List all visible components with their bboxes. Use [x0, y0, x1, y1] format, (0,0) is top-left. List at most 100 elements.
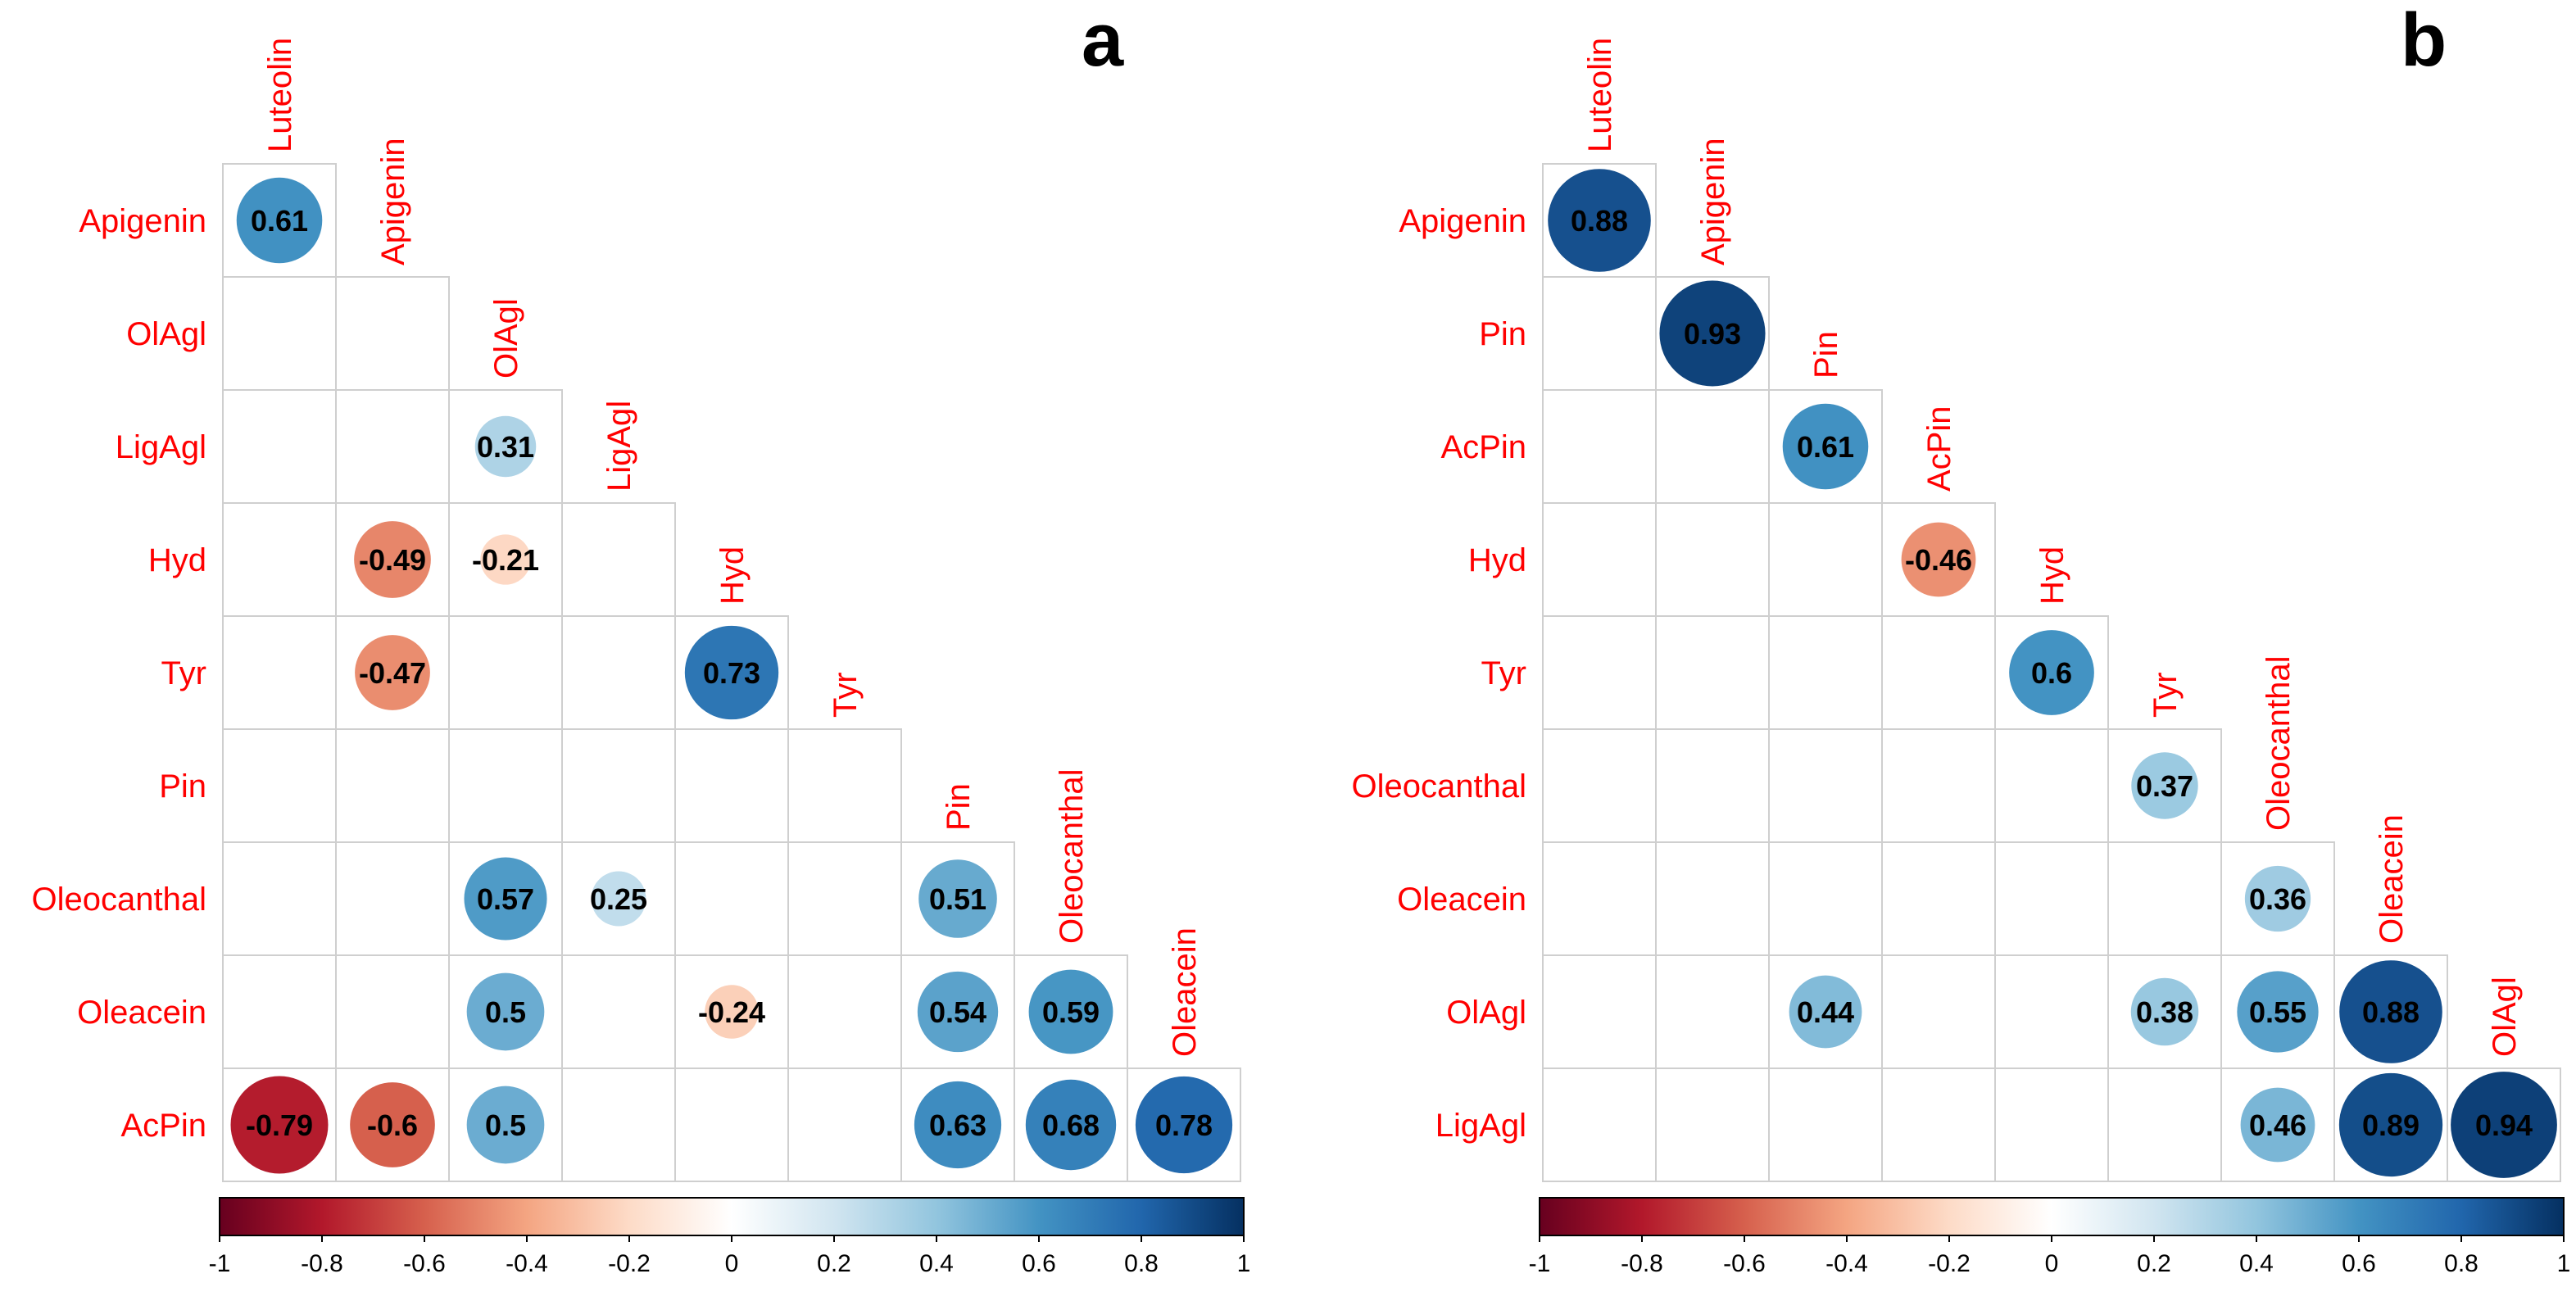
column-label: Hyd — [2034, 546, 2070, 605]
matrix-cell — [222, 615, 337, 730]
correlation-circle — [480, 534, 531, 585]
matrix-cell — [1881, 954, 1996, 1069]
matrix-cell — [222, 841, 337, 956]
matrix-cell — [561, 1067, 676, 1182]
correlation-value-label: 0.93 — [1684, 317, 1741, 351]
matrix-cell — [335, 954, 450, 1069]
matrix-cell — [1994, 728, 2109, 843]
matrix-cell — [1542, 728, 1657, 843]
correlation-circle — [705, 985, 759, 1039]
correlation-value-label: 0.54 — [929, 995, 986, 1029]
matrix-cell — [1768, 502, 1883, 617]
correlation-circle — [2009, 630, 2094, 715]
row-label: Hyd — [148, 542, 206, 578]
matrix-cell — [1655, 502, 1770, 617]
correlation-value-label: 0.78 — [1155, 1108, 1213, 1142]
colorbar-tick-label: 1 — [2557, 1250, 2571, 1277]
matrix-cell — [674, 1067, 789, 1182]
colorbar-tick-label: -0.8 — [301, 1250, 343, 1277]
correlation-value-label: 0.38 — [2136, 995, 2193, 1029]
row-label: Oleacein — [1397, 882, 1526, 918]
correlation-value-label: 0.5 — [485, 1108, 526, 1142]
matrix-cell — [1768, 728, 1883, 843]
matrix-cell — [1542, 954, 1657, 1069]
colorbar-tick-label: 1 — [1237, 1250, 1251, 1277]
matrix-cell — [1655, 389, 1770, 504]
column-label: Pin — [1808, 331, 1844, 378]
row-label: Pin — [159, 768, 206, 805]
row-label: Apigenin — [79, 203, 206, 239]
correlation-circle — [2451, 1072, 2557, 1178]
matrix-cell — [1768, 841, 1883, 956]
matrix-cell — [561, 841, 676, 956]
panel-a-correlation-matrix: a Apigenin OlAgl LigAgl Hyd Tyr Pin Oleocantha… — [32, 0, 1251, 1277]
correlation-circle — [2237, 971, 2319, 1053]
correlation-circle — [1025, 1079, 1117, 1171]
column-label: AcPin — [1921, 406, 1957, 492]
matrix-cell — [1655, 728, 1770, 843]
correlation-circle — [2131, 752, 2198, 819]
matrix-cell — [561, 954, 676, 1069]
correlation-value-label: 0.44 — [1797, 995, 1854, 1029]
matrix-cell — [674, 728, 789, 843]
colorbar-tick-label: -0.2 — [1928, 1250, 1971, 1277]
row-label: OlAgl — [126, 316, 206, 352]
matrix-cell — [222, 502, 337, 617]
colorbar-tick-label: -0.6 — [1723, 1250, 1766, 1277]
row-label: OlAgl — [1446, 995, 1526, 1031]
matrix-cell — [1542, 1067, 1657, 1182]
matrix-cell — [222, 276, 337, 391]
row-label: Oleocanthal — [1352, 768, 1526, 805]
correlation-value-label: 0.73 — [703, 656, 760, 690]
correlation-circle — [1548, 169, 1651, 272]
correlation-circle — [1659, 280, 1766, 387]
correlation-circle — [2339, 960, 2442, 1063]
column-label: Tyr — [2147, 672, 2184, 718]
matrix-cell — [1542, 841, 1657, 956]
column-label: Oleocanthal — [2261, 656, 2297, 831]
row-label: AcPin — [121, 1108, 207, 1144]
correlation-circle — [2130, 977, 2199, 1046]
correlation-value-label: 0.88 — [1571, 204, 1628, 238]
correlation-value-label: 0.89 — [2362, 1108, 2420, 1142]
matrix-cell — [1542, 276, 1657, 391]
row-label: Oleacein — [77, 995, 206, 1031]
colorbar-tick-label: -0.6 — [403, 1250, 446, 1277]
matrix-cell — [1881, 615, 1996, 730]
correlation-circle — [684, 625, 779, 720]
row-label: Hyd — [1468, 542, 1526, 578]
correlation-circle — [350, 1082, 435, 1167]
column-label: Oleacein — [2374, 814, 2410, 944]
panel-b-correlation-matrix: b Apigenin Pin AcPin Hyd Tyr Oleocanthal Oleac… — [1352, 0, 2571, 1277]
correlation-value-label: 0.51 — [929, 882, 986, 916]
matrix-cell — [222, 389, 337, 504]
row-label: Apigenin — [1399, 203, 1526, 239]
matrix-cell — [1994, 954, 2109, 1069]
matrix-cell — [448, 728, 563, 843]
matrix-cell — [335, 841, 450, 956]
correlation-circle — [1789, 975, 1862, 1049]
column-label: Oleocanthal — [1054, 769, 1090, 944]
matrix-cell — [561, 728, 676, 843]
matrix-cell — [787, 728, 902, 843]
colorbar — [1539, 1197, 2565, 1236]
correlation-value-label: 0.88 — [2362, 995, 2420, 1029]
matrix-cell — [335, 276, 450, 391]
matrix-cell — [1655, 954, 1770, 1069]
matrix-cell — [222, 728, 337, 843]
correlation-circle — [1901, 522, 1976, 597]
panel-label-a: a — [1082, 0, 1124, 82]
correlation-circle — [917, 971, 999, 1053]
matrix-cell — [2107, 841, 2222, 956]
column-label: Luteolin — [1582, 38, 1618, 152]
colorbar-tick-label: 0.4 — [2239, 1250, 2274, 1277]
correlation-value-label: 0.59 — [1042, 995, 1100, 1029]
correlation-value-label: 0.36 — [2249, 882, 2306, 916]
correlation-circle — [464, 857, 547, 941]
colorbar-tick-label: 0.6 — [1022, 1250, 1056, 1277]
matrix-cell — [674, 841, 789, 956]
correlation-circle — [1782, 403, 1869, 490]
column-label: Hyd — [714, 546, 751, 605]
matrix-cell — [1994, 1067, 2109, 1182]
matrix-cell — [787, 1067, 902, 1182]
